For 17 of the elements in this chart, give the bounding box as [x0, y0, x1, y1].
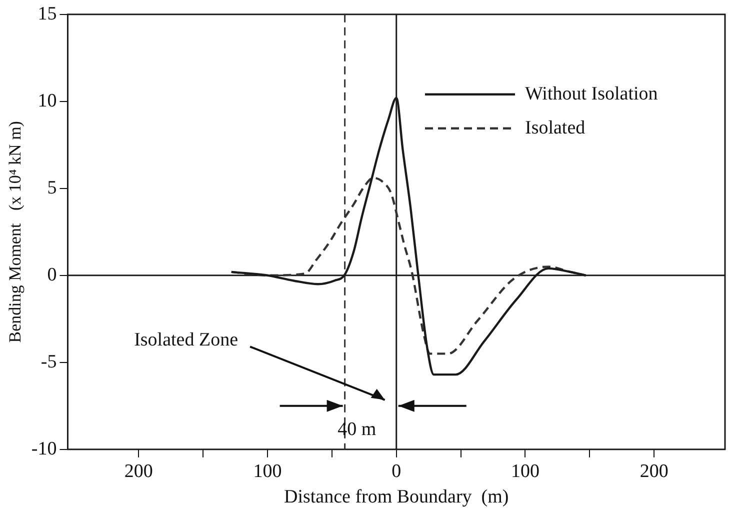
y-tick-label: 0 [47, 264, 57, 286]
x-tick-label: 200 [124, 460, 153, 482]
y-tick-label: 15 [38, 3, 57, 24]
y-axis-title: Bending Moment (x 10⁴ kN m) [6, 121, 25, 343]
annotation: 40 m [338, 418, 376, 440]
x-tick-label: 100 [510, 460, 540, 482]
y-tick-label: 5 [47, 177, 57, 198]
annotation: Isolated Zone [134, 330, 238, 351]
x-axis-title: Distance from Boundary (m) [284, 486, 509, 508]
x-tick-label: 100 [253, 460, 282, 482]
y-tick-label: -10 [31, 438, 57, 460]
x-tick-label: 200 [640, 460, 668, 482]
x-tick-label: 0 [392, 460, 402, 482]
y-tick-label: 10 [38, 90, 57, 112]
y-tick-label: -5 [40, 351, 57, 372]
legend-label: Isolated [525, 117, 586, 138]
legend-label: Without Isolation [525, 83, 658, 104]
